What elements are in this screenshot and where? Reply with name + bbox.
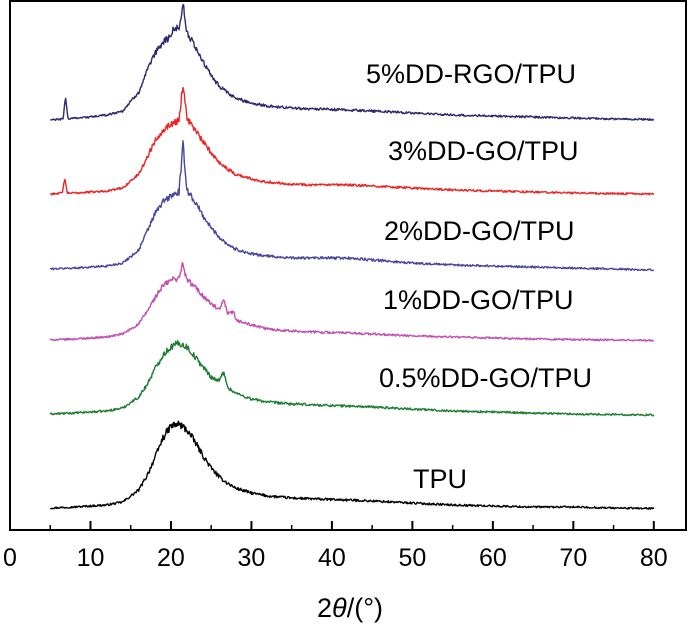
series-label-2: 2%DD-GO/TPU [384, 216, 575, 246]
x-tick-label: 20 [157, 544, 185, 572]
series-line-3 [49, 140, 655, 272]
plot-frame [9, 0, 687, 531]
series-labels: 5%DD-RGO/TPU 3%DD-GO/TPU 2%DD-GO/TPU 1%DD-G… [366, 59, 592, 494]
series-line-4 [49, 86, 655, 196]
x-axis-tick-labels: 0 10 20 30 40 50 60 70 80 [3, 544, 668, 572]
x-tick-label: 50 [398, 544, 426, 572]
x-tick-label: 60 [479, 544, 507, 572]
series-label-3: 1%DD-GO/TPU [383, 285, 574, 315]
x-tick-label: 80 [640, 544, 668, 572]
series-line-0 [49, 420, 655, 510]
series-line-1 [49, 339, 655, 417]
series-label-0: 5%DD-RGO/TPU [366, 59, 576, 89]
x-tick-label: 0 [3, 544, 17, 572]
x-axis-title: 2θ/(°) [317, 593, 383, 623]
x-axis-ticks [9, 521, 655, 530]
x-tick-label: 70 [559, 544, 587, 572]
series-line-2 [49, 261, 654, 342]
x-tick-label: 10 [77, 544, 105, 572]
series-label-1: 3%DD-GO/TPU [388, 136, 579, 166]
series-line-5 [50, 3, 655, 122]
series-lines [49, 3, 655, 510]
x-tick-label: 30 [238, 544, 266, 572]
series-label-5: TPU [413, 464, 467, 494]
x-tick-label: 40 [318, 544, 346, 572]
series-label-4: 0.5%DD-GO/TPU [379, 363, 592, 393]
